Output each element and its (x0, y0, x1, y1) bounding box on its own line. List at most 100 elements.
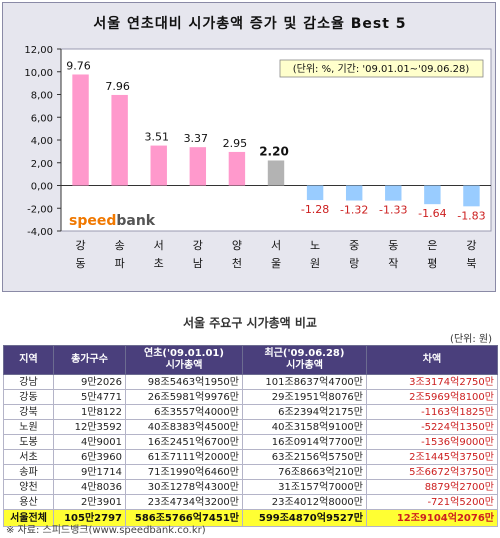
cell-region: 강동 (3, 389, 54, 405)
y-tick-label: 10,00 (24, 68, 53, 79)
cell-households: 1만8122 (53, 404, 126, 420)
source-note: ※ 자료: 스피드뱅크(www.speedbank.co.kr) (6, 525, 206, 536)
cell-cap-recent: 31조157억7000만 (242, 479, 367, 495)
chart-title: 서울 연초대비 시가총액 증가 및 감소율 Best 5 (93, 16, 407, 32)
cell-cap-start: 40조8383억4500만 (125, 419, 243, 435)
cell-region: 도봉 (3, 434, 54, 450)
data-label: 2.20 (259, 144, 289, 158)
cell-diff: 5조6672억3750만 (366, 464, 498, 480)
chart-panel: (단위: %, 기간: '09.01.01~'09.06.28) -4,00 -2,… (2, 2, 496, 292)
cell-diff: 2조1445억3750만 (366, 449, 498, 465)
cell-cap-recent: 29조1951억8076만 (242, 389, 367, 405)
cell-diff: 3조3174억2750만 (366, 374, 498, 390)
y-tick-label: 4,00 (31, 136, 53, 147)
cell-cap-recent: 63조2156억5750만 (242, 449, 367, 465)
table-row: 노원 12만3592 40조8383억4500만 40조3158억9100만 -5224… (3, 419, 498, 435)
cell-households: 4만8036 (53, 479, 126, 495)
unit-label: (단위: 원) (450, 334, 492, 345)
cell-cap-recent: 599조4870억9527만 (242, 509, 367, 527)
cell-cap-recent: 23조4012억8000만 (242, 494, 367, 510)
table-title: 서울 주요구 시가총액 비교 (183, 316, 317, 330)
data-label: 2.95 (223, 137, 248, 150)
cell-households: 105만2797 (53, 509, 126, 527)
plot-area (60, 48, 492, 232)
header-households: 총가구수 (53, 345, 126, 375)
cell-cap-start: 586조5766억7451만 (125, 509, 243, 527)
data-label: -1.33 (379, 204, 407, 217)
cell-households: 2만3901 (53, 494, 126, 510)
data-label: -1.32 (340, 204, 368, 217)
header-region: 지역 (3, 345, 54, 375)
cell-cap-recent: 16조0914억7700만 (242, 434, 367, 450)
y-tick-label: 2,00 (31, 159, 53, 170)
bar (463, 185, 480, 207)
data-label: -1.64 (418, 207, 446, 220)
data-label: 3.37 (184, 132, 209, 145)
data-table: 지역 총가구수 연초('09.01.01) 시가총액 최근('09.06.28)… (3, 345, 498, 527)
cell-cap-recent: 101조8637억4700만 (242, 374, 367, 390)
cell-cap-start: 30조1278억4300만 (125, 479, 243, 495)
table-row: 강남 9만2026 98조5463억1950만 101조8637억4700만 3조317… (3, 374, 498, 390)
table-row: 양천 4만8036 30조1278억4300만 31조157억7000만 8879억27… (3, 479, 498, 495)
cell-diff: -5224억1350만 (366, 419, 498, 435)
table-row: 서초 6만3960 61조7111억2000만 63조2156억5750만 2조1445… (3, 449, 498, 465)
cell-households: 4만9001 (53, 434, 126, 450)
data-label: -1.83 (457, 209, 485, 222)
bar-chart: (단위: %, 기간: '09.01.01~'09.06.28) -4,00 -2,… (24, 45, 492, 270)
speedbank-logo: speedbank (69, 213, 156, 229)
bar (306, 185, 324, 201)
subtitle-box (279, 59, 484, 78)
table-row: 강북 1만8122 6조3557억4000만 6조2394억2175만 -1163억18… (3, 404, 498, 420)
header-cap-start: 연초('09.01.01) 시가총액 (125, 345, 243, 375)
cell-diff: -721억5200만 (366, 494, 498, 510)
cell-households: 9만1714 (53, 464, 126, 480)
data-label: 9.76 (66, 59, 91, 72)
cell-cap-start: 16조2451억6700만 (125, 434, 243, 450)
y-tick-label: 12,00 (24, 45, 53, 56)
table-row: 송파 9만1714 71조1990억6460만 76조8663억210만 5조6672억… (3, 464, 498, 480)
y-tick-label: 6,00 (31, 113, 53, 124)
cell-cap-recent: 76조8663억210만 (242, 464, 367, 480)
data-label: 7.96 (105, 80, 130, 93)
cell-cap-start: 98조5463억1950만 (125, 374, 243, 390)
header-cap-recent: 최근('09.06.28) 시가총액 (242, 345, 367, 375)
y-tick-label: -2,00 (27, 204, 53, 215)
cell-region: 양천 (3, 479, 54, 495)
cell-diff: 8879억2700만 (366, 479, 498, 495)
chart-subtitle: (단위: %, 기간: '09.01.01~'09.06.28) (293, 62, 470, 75)
data-label: 3.51 (144, 131, 169, 144)
cell-cap-start: 23조4734억3200만 (125, 494, 243, 510)
y-tick-label: 0,00 (31, 182, 53, 193)
cell-region: 강북 (3, 404, 54, 420)
cell-households: 6만3960 (53, 449, 126, 465)
bar (424, 185, 441, 205)
cell-region: 강남 (3, 374, 54, 390)
bar (111, 94, 128, 186)
cell-cap-start: 61조7111억2000만 (125, 449, 243, 465)
bar (72, 74, 89, 186)
cell-households: 9만2026 (53, 374, 126, 390)
header-diff: 차액 (366, 345, 498, 375)
table-row: 도봉 4만9001 16조2451억6700만 16조0914억7700만 -1536억… (3, 434, 498, 450)
cell-region: 송파 (3, 464, 54, 480)
cell-region: 노원 (3, 419, 54, 435)
cell-diff: -1536억9000만 (366, 434, 498, 450)
bar (345, 185, 363, 201)
y-tick-label: -4,00 (27, 227, 53, 238)
cell-region: 용산 (3, 494, 54, 510)
y-tick-label: 8,00 (31, 91, 53, 102)
bar (150, 145, 167, 186)
table-total-row: 서울전체 105만2797 586조5766억7451만 599조4870억9527만… (3, 509, 498, 527)
table-body: 강남 9만2026 98조5463억1950만 101조8637억4700만 3조317… (3, 374, 498, 527)
data-label: -1.28 (301, 203, 329, 216)
